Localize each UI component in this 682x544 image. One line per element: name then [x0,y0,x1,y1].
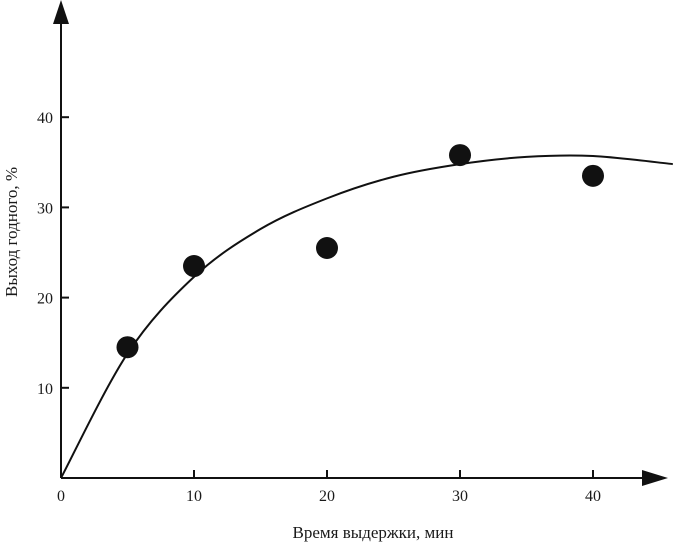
x-axis-label: Время выдержки, мин [293,523,454,542]
x-tick-label: 30 [452,488,468,505]
y-tick-label: 20 [37,291,53,308]
data-point [582,164,604,187]
fitted-curve [60,154,673,479]
y-tick-label: 30 [37,200,53,217]
data-point [183,255,205,278]
y-axis-label: Выход годного, % [2,167,21,297]
x-tick-label: 40 [585,488,601,505]
data-point [316,236,338,259]
x-tick-label: 20 [319,488,335,505]
data-point [116,336,139,359]
x-tick-label: 10 [186,488,202,505]
axes [53,0,668,486]
y-tick-label: 40 [37,110,53,127]
x-tick-label: 0 [57,488,65,505]
data-point [449,144,471,167]
y-axis-arrow [53,0,69,24]
data-points [116,144,604,359]
ticks: 0 10 20 30 40 10 20 30 40 [37,110,601,505]
y-tick-label: 10 [37,381,53,398]
x-axis-arrow [642,470,668,486]
